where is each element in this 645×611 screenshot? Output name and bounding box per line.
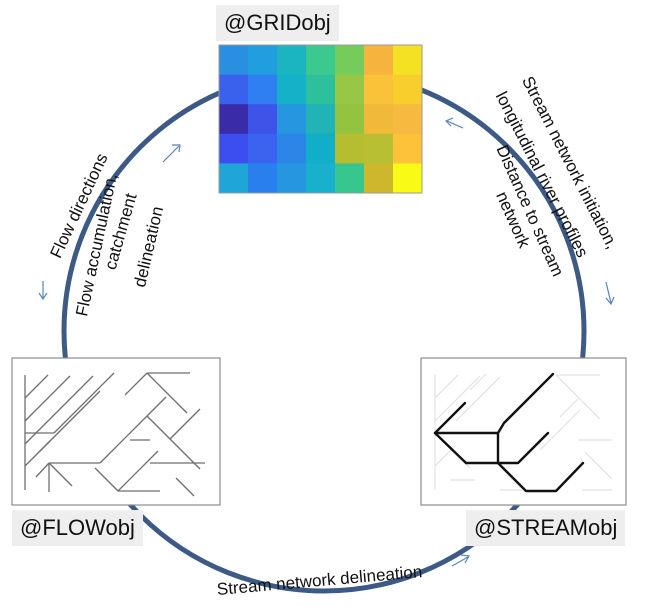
grid-cell <box>306 74 336 105</box>
grid-cell <box>335 104 365 135</box>
flow-panel <box>11 357 221 506</box>
arrow-distance-to-stream-icon <box>444 117 464 129</box>
grid-cell <box>248 74 278 105</box>
grid-cell <box>335 74 365 105</box>
grid-panel <box>219 45 423 194</box>
grid-cell <box>393 74 423 105</box>
gridobj-label: @GRIDobj <box>216 5 339 41</box>
grid-cell <box>248 104 278 135</box>
grid-cell <box>277 104 307 135</box>
grid-cell <box>306 163 336 194</box>
grid-cell <box>248 133 278 164</box>
grid-cell <box>219 133 249 164</box>
arrow-stream-init-icon <box>605 281 615 306</box>
grid-cell <box>335 45 365 75</box>
grid-cell <box>219 74 249 105</box>
arrow-stream-delineation-icon <box>451 554 470 567</box>
arrows <box>38 117 615 567</box>
grid-cell <box>248 163 278 194</box>
grid-cell <box>364 133 394 164</box>
grid-cell <box>219 104 249 135</box>
grid-cell <box>248 45 278 75</box>
flowobj-label: @FLOWobj <box>12 510 143 546</box>
grid-cell <box>393 133 423 164</box>
grid-cell <box>277 133 307 164</box>
grid-cell <box>306 45 336 75</box>
grid-cell <box>364 74 394 105</box>
grid-cell <box>335 133 365 164</box>
grid-cell <box>364 163 394 194</box>
grid-cell <box>393 163 423 194</box>
grid-cell <box>393 45 423 75</box>
arrow-flow-directions-icon <box>38 281 48 301</box>
grid-cell <box>335 163 365 194</box>
grid-panel-border <box>218 44 423 194</box>
grid-cell <box>219 45 249 75</box>
flow-accumulation-line-3: delineation <box>130 205 167 289</box>
grid-cell <box>393 104 423 135</box>
arrow-flow-accumulation-icon <box>162 144 181 163</box>
grid-cell <box>364 104 394 135</box>
grid-cell <box>219 163 249 194</box>
grid-cell <box>277 163 307 194</box>
grid-cell <box>364 45 394 75</box>
grid-cell <box>306 104 336 135</box>
grid-cell <box>306 133 336 164</box>
streamobj-label: @STREAMobj <box>466 510 626 546</box>
grid-cell <box>277 74 307 105</box>
flow-lines <box>24 372 205 497</box>
stream-network-lines <box>433 372 585 493</box>
stream-panel <box>420 357 627 506</box>
grid-cell <box>277 45 307 75</box>
